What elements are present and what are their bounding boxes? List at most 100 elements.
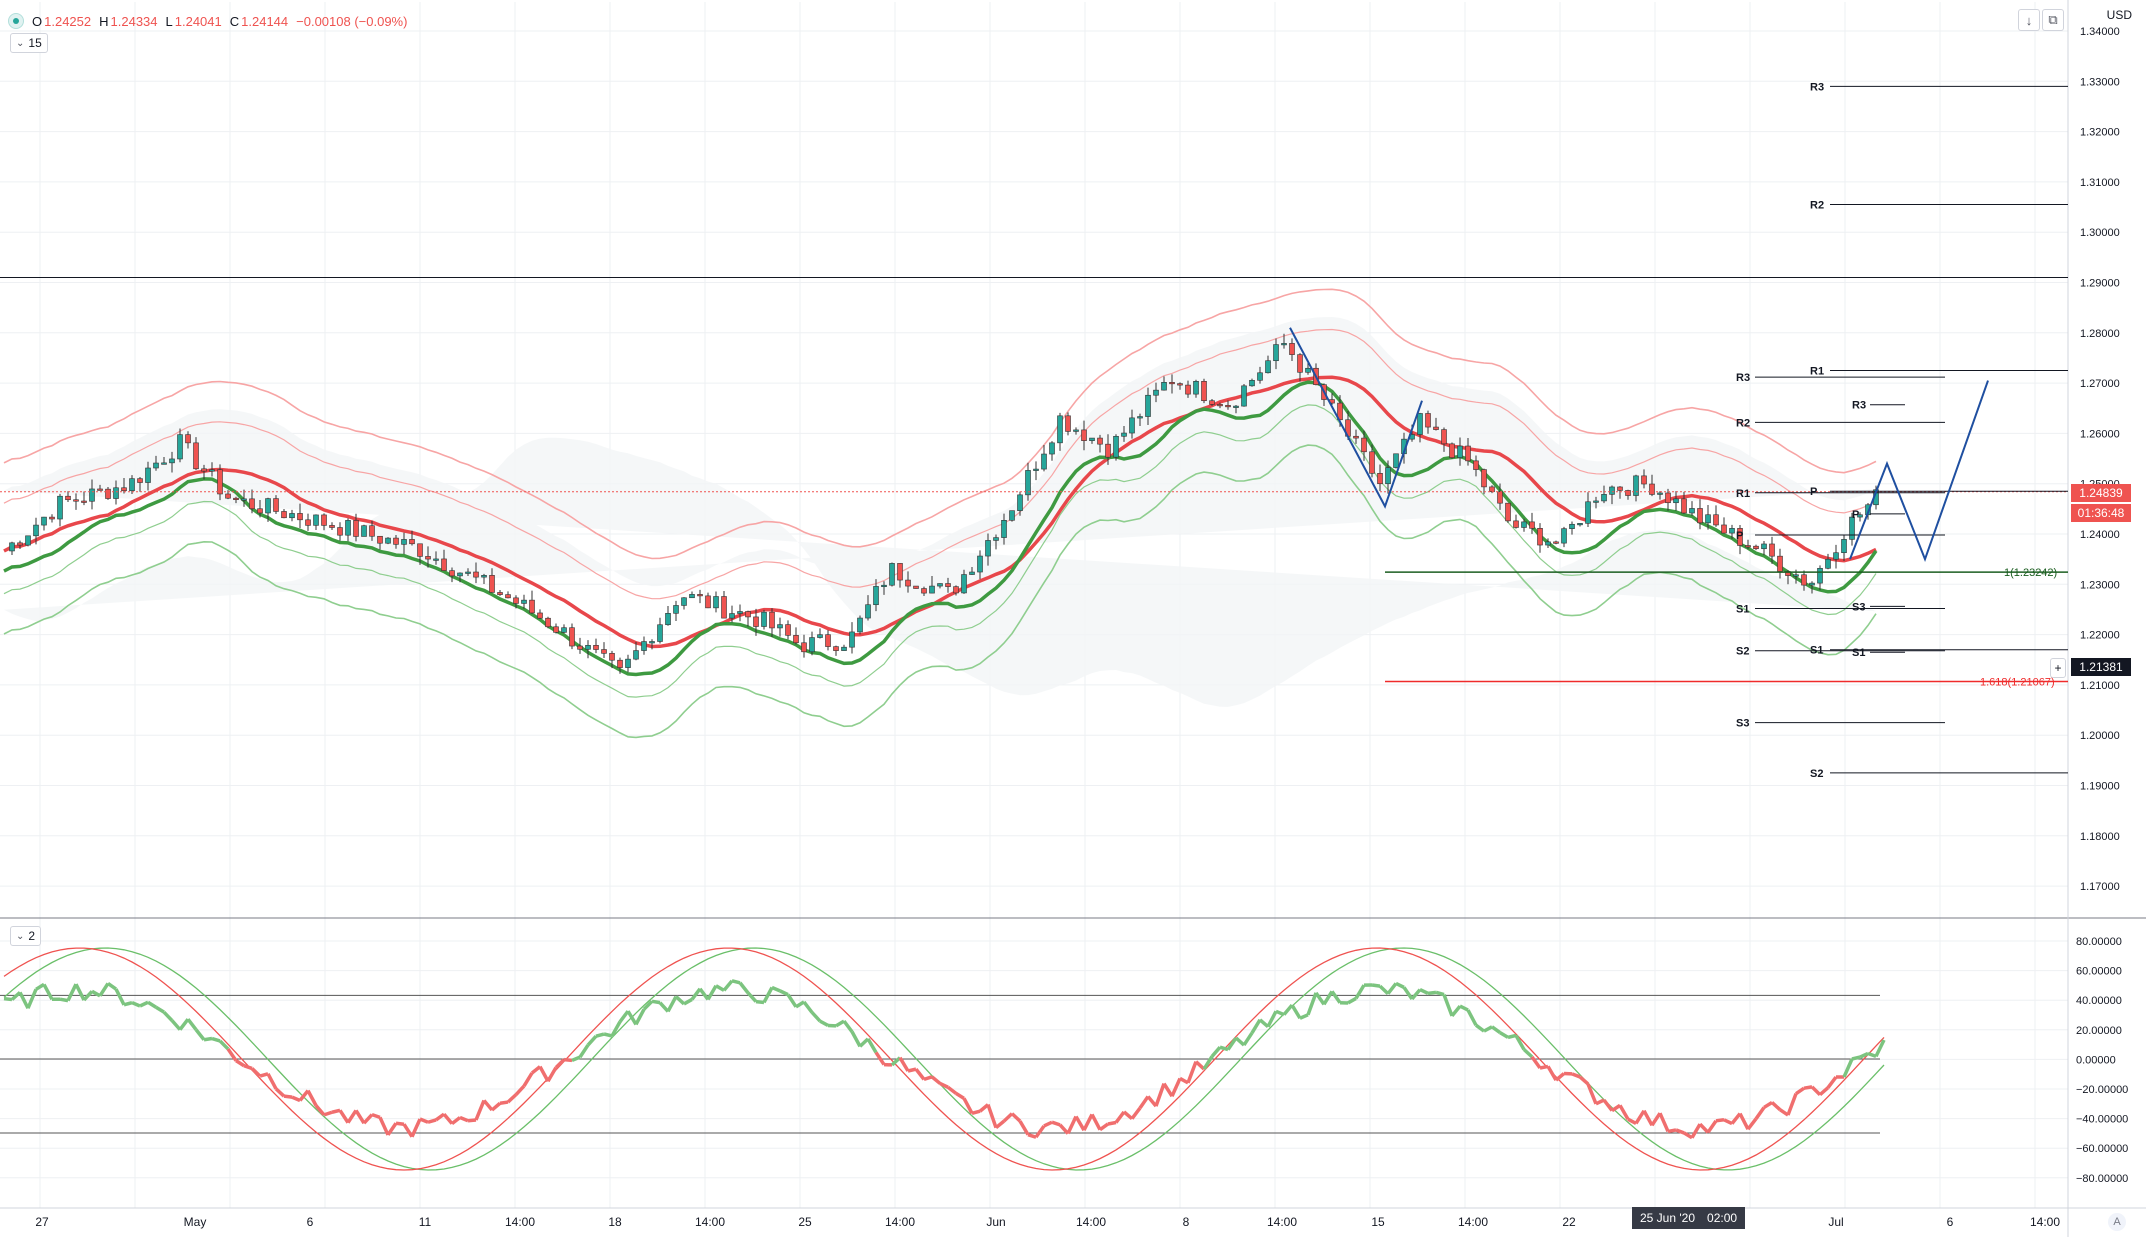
bullish-candle xyxy=(1033,468,1039,471)
bearish-candle xyxy=(1769,543,1775,557)
bearish-candle xyxy=(1737,528,1743,546)
oscillator-signal-segment xyxy=(746,991,758,1003)
oscillator-signal-segment xyxy=(274,1087,286,1098)
oscillator-signal-segment xyxy=(226,1047,238,1062)
oscillator-signal-segment xyxy=(642,1000,654,1011)
bearish-candle xyxy=(1641,475,1647,485)
bearish-candle xyxy=(769,611,775,629)
time-axis-label: 25 xyxy=(798,1215,812,1229)
oscillator-signal-segment xyxy=(1290,1004,1302,1020)
main-indicator-toggle[interactable]: ⌄ 15 xyxy=(10,33,48,53)
oscillator-slow-line xyxy=(3,947,1885,1171)
oscillator-signal-segment xyxy=(1354,984,1366,1000)
oscillator-signal-segment xyxy=(1154,1083,1166,1107)
restore-button[interactable]: ⧉ xyxy=(2042,9,2064,31)
oscillator-signal-segment xyxy=(1282,1003,1294,1016)
oscillator-signal-segment xyxy=(563,1057,573,1063)
oscillator-signal-segment xyxy=(586,1035,598,1047)
oscillator-signal-segment xyxy=(490,1101,502,1112)
oscillator-signal-segment xyxy=(603,1032,613,1038)
bullish-candle xyxy=(153,462,159,469)
bullish-candle xyxy=(1689,508,1695,514)
low-label: L xyxy=(165,13,173,29)
pivot-label-r2: R2 xyxy=(1810,200,1824,212)
oscillator-signal-segment xyxy=(419,1117,429,1124)
bullish-candle xyxy=(737,611,743,614)
oscillator-signal-segment xyxy=(1867,1051,1877,1058)
bullish-candle xyxy=(465,571,471,574)
bearish-candle xyxy=(753,616,759,627)
oscillator-signal-segment xyxy=(283,1094,293,1099)
oscillator-signal-segment xyxy=(1186,1061,1198,1084)
bearish-candle xyxy=(1649,483,1655,495)
bullish-candle xyxy=(673,605,679,614)
pivot-label-r3: R3 xyxy=(1810,81,1824,93)
oscillator-signal-segment xyxy=(346,1109,358,1124)
bearish-candle xyxy=(1465,445,1471,462)
oscillator-signal-segment xyxy=(1826,1076,1838,1089)
time-axis-label: May xyxy=(184,1215,207,1229)
oscillator-signal-segment xyxy=(1490,1025,1502,1035)
oscillator-signal-segment xyxy=(1395,981,1405,989)
bullish-candle xyxy=(1633,475,1639,496)
ohlc-legend: O 1.24252 H 1.24334 L 1.24041 C 1.24144 −0.0… xyxy=(8,10,415,32)
bullish-candle xyxy=(1521,521,1527,528)
bullish-candle xyxy=(649,641,655,644)
oscillator-signal-segment xyxy=(1499,1031,1509,1039)
bullish-candle xyxy=(41,516,47,526)
oscillator-signal-segment xyxy=(1546,1065,1558,1082)
osc-axis-tick: −60.00000 xyxy=(2076,1143,2128,1155)
bearish-candle xyxy=(1553,541,1559,544)
bearish-candle xyxy=(745,611,751,618)
bearish-candle xyxy=(281,511,287,519)
bullish-candle xyxy=(1073,429,1079,432)
pivot-label-r1: R1 xyxy=(1736,488,1750,500)
oscillator-signal-segment xyxy=(658,1001,670,1013)
bullish-candle xyxy=(985,540,991,557)
time-axis-label: 14:00 xyxy=(885,1215,915,1229)
bullish-candle xyxy=(937,583,943,587)
bearish-candle xyxy=(1185,384,1191,395)
oscillator-signal-segment xyxy=(1763,1100,1773,1109)
bearish-candle xyxy=(1681,498,1687,514)
oscillator-signal-segment xyxy=(323,1110,333,1117)
oscillator-signal-segment xyxy=(1090,1113,1102,1131)
oscillator-signal-segment xyxy=(1194,1060,1206,1071)
arrow-down-button[interactable]: ↓ xyxy=(2018,9,2040,31)
oscillator-signal-segment xyxy=(218,1039,230,1051)
sub-indicator-toggle[interactable]: ⌄ 2 xyxy=(10,926,42,946)
bullish-candle xyxy=(1657,492,1663,495)
bullish-candle xyxy=(1385,467,1391,485)
add-alert-button[interactable]: + xyxy=(2050,658,2066,678)
bullish-candle xyxy=(1241,385,1247,407)
bearish-candle xyxy=(593,645,599,650)
bearish-candle xyxy=(1081,429,1087,441)
oscillator-signal-segment xyxy=(1698,1122,1710,1134)
bearish-candle xyxy=(193,442,199,470)
oscillator-signal-segment xyxy=(835,1019,845,1028)
bullish-candle xyxy=(1761,543,1767,550)
bearish-candle xyxy=(329,525,335,528)
oscillator-signal-segment xyxy=(1754,1106,1766,1120)
bullish-candle xyxy=(1025,470,1031,496)
pivot-label-p: P xyxy=(1810,486,1817,498)
bullish-candle xyxy=(1393,453,1399,468)
bearish-candle xyxy=(1065,415,1071,432)
open-label: O xyxy=(32,13,43,29)
oscillator-signal-segment xyxy=(482,1099,494,1112)
bullish-candle xyxy=(873,586,879,606)
bearish-candle xyxy=(1201,381,1207,402)
oscillator-signal-segment xyxy=(42,983,54,1001)
oscillator-signal-segment xyxy=(386,1122,398,1136)
oscillator-signal-segment xyxy=(1010,1112,1022,1123)
bullish-candle xyxy=(1161,382,1167,391)
bullish-candle xyxy=(857,617,863,633)
bullish-candle xyxy=(241,498,247,501)
oscillator-signal-segment xyxy=(1058,1123,1070,1135)
auto-scale-button[interactable]: A xyxy=(2108,1213,2126,1231)
bearish-candle xyxy=(1225,405,1231,408)
oscillator-signal-segment xyxy=(755,999,765,1005)
oscillator-signal-segment xyxy=(1507,1033,1517,1040)
upper-band-red-inner xyxy=(3,328,1877,600)
